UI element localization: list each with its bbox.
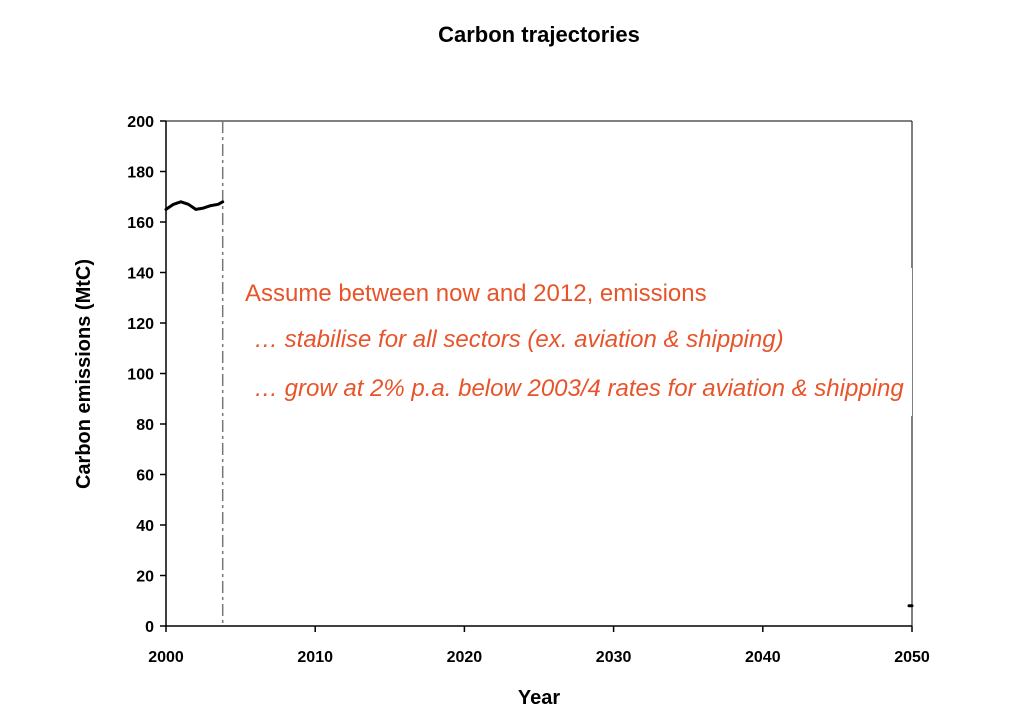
series-line-1 <box>164 200 225 211</box>
y-tick-label: 160 <box>127 215 154 232</box>
x-axis: 2000 2010 2020 2030 2040 2050 <box>148 626 930 666</box>
annotation-backdrop <box>236 268 912 416</box>
y-tick-label: 20 <box>136 569 154 586</box>
chart-title: Carbon trajectories <box>438 22 640 47</box>
y-tick-label: 200 <box>127 114 154 131</box>
annotation-line-1: Assume between now and 2012, emissions <box>245 280 707 307</box>
x-tick-label: 2020 <box>447 649 483 666</box>
y-tick-label: 60 <box>136 468 154 485</box>
x-tick-label: 2040 <box>745 649 781 666</box>
annotation-line-3: … grow at 2% p.a. below 2003/4 rates for… <box>254 375 904 402</box>
x-tick-label: 2010 <box>297 649 333 666</box>
y-axis-label: Carbon emissions (MtC) <box>73 259 95 489</box>
x-tick-label: 2030 <box>596 649 632 666</box>
x-tick-label: 2050 <box>894 649 930 666</box>
x-axis-label: Year <box>518 687 560 709</box>
y-tick-label: 40 <box>136 518 154 535</box>
x-tick-label: 2000 <box>148 649 184 666</box>
y-tick-label: 0 <box>145 619 154 636</box>
y-tick-label: 140 <box>127 266 154 283</box>
y-tick-label: 80 <box>136 417 154 434</box>
y-tick-label: 180 <box>127 165 154 182</box>
annotation-line-2: … stabilise for all sectors (ex. aviatio… <box>254 326 784 353</box>
y-tick-label: 100 <box>127 367 154 384</box>
y-tick-label: 120 <box>127 316 154 333</box>
y-axis: 0 20 40 60 80 100 120 140 160 180 200 <box>127 114 166 636</box>
series-layer <box>164 121 914 626</box>
